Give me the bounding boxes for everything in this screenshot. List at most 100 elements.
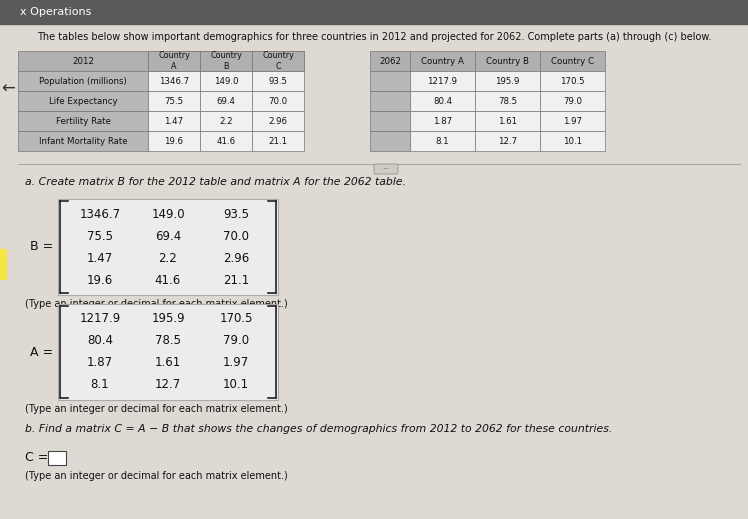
Text: 70.0: 70.0	[269, 97, 287, 105]
Text: 75.5: 75.5	[87, 229, 113, 242]
Text: 2.2: 2.2	[159, 252, 177, 265]
Bar	[410, 111, 475, 131]
Text: 8.1: 8.1	[435, 136, 450, 145]
Bar	[200, 51, 252, 71]
Bar	[540, 51, 605, 71]
Text: 41.6: 41.6	[216, 136, 236, 145]
Text: 79.0: 79.0	[223, 335, 249, 348]
Text: ···: ···	[383, 166, 390, 172]
Bar	[475, 51, 540, 71]
Text: 2.96: 2.96	[223, 252, 249, 265]
Text: Country  C: Country C	[255, 57, 301, 65]
Text: 10.1: 10.1	[223, 378, 249, 391]
Bar	[410, 51, 475, 71]
Bar	[0, 249, 6, 279]
Text: Infant Mortality Rate: Infant Mortality Rate	[39, 136, 127, 145]
Bar	[18, 71, 148, 91]
Text: b. Find a matrix C = A − B that shows the changes of demographics from 2012 to 2: b. Find a matrix C = A − B that shows th…	[25, 424, 613, 434]
Bar	[370, 131, 410, 151]
Bar	[148, 131, 200, 151]
Bar	[18, 91, 148, 111]
Text: 1.47: 1.47	[87, 252, 113, 265]
Text: 170.5: 170.5	[219, 312, 253, 325]
Bar	[148, 71, 200, 91]
Text: Life Expectancy: Life Expectancy	[49, 97, 117, 105]
Text: 2.2: 2.2	[219, 116, 233, 126]
Text: 93.5: 93.5	[223, 208, 249, 221]
Text: (Type an integer or decimal for each matrix element.): (Type an integer or decimal for each mat…	[25, 299, 288, 309]
Text: 1346.7: 1346.7	[79, 208, 120, 221]
Bar	[252, 91, 304, 111]
Text: 10.1: 10.1	[563, 136, 582, 145]
Text: 70.0: 70.0	[223, 229, 249, 242]
Text: C =: C =	[25, 451, 49, 464]
Text: Country
A: Country A	[158, 51, 190, 71]
Bar	[48, 451, 66, 465]
Text: 69.4: 69.4	[216, 97, 236, 105]
Text: 1.87: 1.87	[87, 357, 113, 370]
Text: 80.4: 80.4	[433, 97, 452, 105]
Text: 21.1: 21.1	[269, 136, 287, 145]
Text: 2.96: 2.96	[269, 116, 287, 126]
Bar	[200, 111, 252, 131]
Bar	[540, 91, 605, 111]
Text: 170.5: 170.5	[560, 76, 585, 86]
Text: 78.5: 78.5	[155, 335, 181, 348]
Bar	[410, 71, 475, 91]
Text: 1.97: 1.97	[223, 357, 249, 370]
Bar	[475, 131, 540, 151]
Text: 195.9: 195.9	[495, 76, 520, 86]
Text: 1346.7: 1346.7	[159, 76, 189, 86]
Bar	[18, 51, 148, 71]
Text: (Type an integer or decimal for each matrix element.): (Type an integer or decimal for each mat…	[25, 404, 288, 414]
Text: Country  B: Country B	[203, 57, 249, 65]
Text: 1.47: 1.47	[165, 116, 183, 126]
Bar	[148, 111, 200, 131]
Text: 2062: 2062	[379, 57, 401, 65]
Text: 149.0: 149.0	[151, 208, 185, 221]
Text: 1.97: 1.97	[563, 116, 582, 126]
Text: Country C: Country C	[551, 57, 594, 65]
Text: 1.61: 1.61	[155, 357, 181, 370]
Text: Country B: Country B	[486, 57, 529, 65]
Bar	[148, 91, 200, 111]
Text: A =: A =	[30, 346, 53, 359]
Text: 8.1: 8.1	[91, 378, 109, 391]
Text: 2012: 2012	[72, 57, 94, 65]
Bar	[540, 71, 605, 91]
Text: 93.5: 93.5	[269, 76, 287, 86]
Text: 21.1: 21.1	[223, 274, 249, 286]
Text: B =: B =	[30, 240, 53, 253]
Text: 1.61: 1.61	[498, 116, 517, 126]
Bar	[370, 51, 410, 71]
Bar	[475, 111, 540, 131]
Text: 19.6: 19.6	[87, 274, 113, 286]
Text: 1217.9: 1217.9	[428, 76, 458, 86]
Text: Country A: Country A	[421, 57, 464, 65]
Bar	[200, 51, 252, 71]
Text: 80.4: 80.4	[87, 335, 113, 348]
Bar	[18, 111, 148, 131]
Bar	[370, 71, 410, 91]
Text: 1217.9: 1217.9	[79, 312, 120, 325]
Text: The tables below show important demographics for three countries in 2012 and pro: The tables below show important demograp…	[37, 32, 711, 42]
Text: x Operations: x Operations	[20, 7, 91, 17]
Bar	[540, 111, 605, 131]
Text: 19.6: 19.6	[165, 136, 183, 145]
FancyBboxPatch shape	[374, 164, 398, 174]
Bar	[370, 91, 410, 111]
Bar	[252, 51, 304, 71]
Bar	[200, 71, 252, 91]
Bar	[540, 131, 605, 151]
Text: Country
B: Country B	[210, 51, 242, 71]
Bar	[252, 131, 304, 151]
Bar	[475, 91, 540, 111]
Bar	[252, 51, 304, 71]
Text: 12.7: 12.7	[155, 378, 181, 391]
Bar	[148, 51, 200, 71]
Text: (Type an integer or decimal for each matrix element.): (Type an integer or decimal for each mat…	[25, 471, 288, 481]
Bar	[475, 71, 540, 91]
Text: 12.7: 12.7	[498, 136, 517, 145]
Text: 1.87: 1.87	[433, 116, 452, 126]
Text: Population (millions): Population (millions)	[39, 76, 127, 86]
